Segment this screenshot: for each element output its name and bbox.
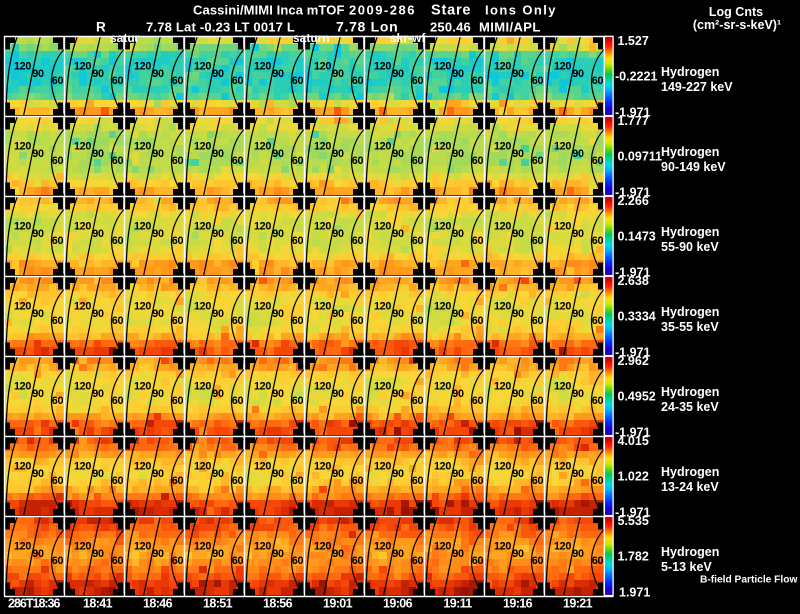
- svg-text:19:06: 19:06: [383, 597, 413, 610]
- svg-text:Log Cnts: Log Cnts: [709, 5, 763, 19]
- svg-text:satur: satur: [110, 31, 140, 45]
- svg-text:-1.971: -1.971: [615, 266, 650, 280]
- svg-text:19:01: 19:01: [323, 597, 353, 610]
- svg-text:2009-286: 2009-286: [349, 3, 416, 18]
- svg-text:2.266: 2.266: [618, 194, 649, 208]
- svg-text:24-35 keV: 24-35 keV: [661, 400, 719, 414]
- svg-text:Hydrogen: Hydrogen: [661, 465, 719, 479]
- svg-text:0.09711: 0.09711: [618, 150, 663, 164]
- svg-text:90-149 keV: 90-149 keV: [661, 160, 726, 174]
- svg-text:Hydrogen: Hydrogen: [661, 225, 719, 239]
- svg-text:1.777: 1.777: [618, 114, 649, 128]
- svg-text:-0.2221: -0.2221: [615, 70, 657, 84]
- svg-text:2.638: 2.638: [618, 274, 649, 288]
- svg-text:-1.971: -1.971: [615, 426, 650, 440]
- svg-text:Stare: Stare: [431, 3, 471, 19]
- svg-text:Hydrogen: Hydrogen: [661, 65, 719, 79]
- svg-text:-1.971: -1.971: [615, 106, 650, 120]
- svg-text:-1.971: -1.971: [615, 506, 650, 520]
- svg-text:5-13 keV: 5-13 keV: [661, 560, 712, 574]
- svg-text:149-227 keV: 149-227 keV: [661, 80, 733, 94]
- svg-text:Cassini/MIMI Inca mTOF: Cassini/MIMI Inca mTOF: [193, 3, 345, 18]
- svg-text:0.4952: 0.4952: [618, 390, 656, 404]
- svg-text:19:21: 19:21: [563, 597, 593, 610]
- svg-text:18:51: 18:51: [203, 597, 233, 610]
- svg-text:2.962: 2.962: [618, 354, 649, 368]
- svg-text:B-field Particle Flow: B-field Particle Flow: [700, 575, 797, 586]
- svg-text:250.46: 250.46: [430, 20, 471, 35]
- svg-text:MIMI/APL: MIMI/APL: [479, 20, 541, 35]
- svg-text:R: R: [96, 20, 106, 35]
- svg-text:7.78 Lon: 7.78 Lon: [336, 19, 398, 35]
- svg-text:Hydrogen: Hydrogen: [661, 385, 719, 399]
- svg-text:5.535: 5.535: [618, 514, 649, 528]
- svg-text:skr-wf: skr-wf: [390, 31, 426, 45]
- svg-text:18:56: 18:56: [263, 597, 293, 610]
- svg-text:1.971: 1.971: [619, 586, 650, 600]
- svg-text:1.782: 1.782: [618, 550, 649, 564]
- svg-text:Hydrogen: Hydrogen: [661, 145, 719, 159]
- svg-text:saturn: saturn: [293, 31, 330, 45]
- svg-text:Ions Only: Ions Only: [485, 3, 557, 18]
- svg-text:18:41: 18:41: [83, 597, 113, 610]
- svg-text:Hydrogen: Hydrogen: [661, 305, 719, 319]
- svg-text:13-24 keV: 13-24 keV: [661, 480, 719, 494]
- svg-text:(cm²-sr-s-keV)¹: (cm²-sr-s-keV)¹: [693, 18, 781, 32]
- svg-text:18:46: 18:46: [143, 597, 173, 610]
- svg-text:4.015: 4.015: [618, 434, 649, 448]
- svg-text:1.022: 1.022: [618, 470, 649, 484]
- svg-text:19:16: 19:16: [503, 597, 533, 610]
- svg-text:35-55 keV: 35-55 keV: [661, 320, 719, 334]
- svg-text:7.78 Lat -0.23 LT 0017 L: 7.78 Lat -0.23 LT 0017 L: [146, 20, 295, 35]
- svg-text:1.527: 1.527: [618, 34, 649, 48]
- svg-text:286T18:36: 286T18:36: [8, 597, 61, 610]
- svg-text:19:11: 19:11: [443, 597, 472, 610]
- svg-text:55-90 keV: 55-90 keV: [661, 240, 719, 254]
- svg-text:0.1473: 0.1473: [618, 230, 656, 244]
- svg-text:Hydrogen: Hydrogen: [661, 545, 719, 559]
- svg-text:-1.971: -1.971: [615, 346, 650, 360]
- svg-text:-1.971: -1.971: [615, 186, 650, 200]
- svg-text:0.3334: 0.3334: [618, 310, 656, 324]
